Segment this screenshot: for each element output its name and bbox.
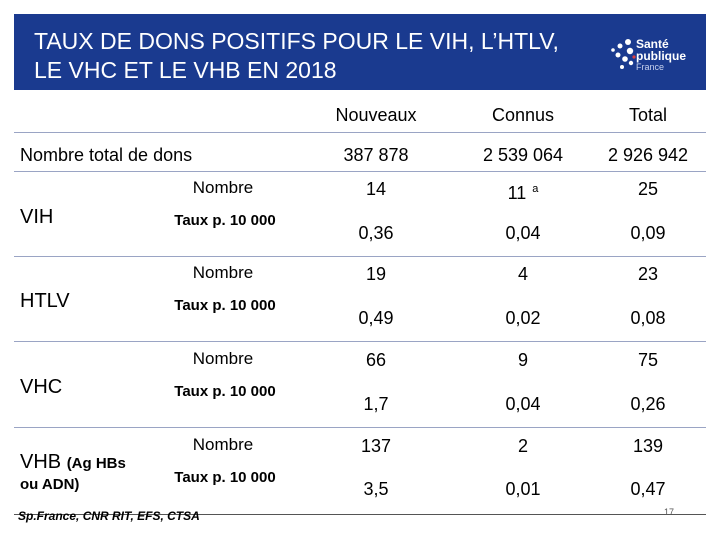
- col-header-total: Total: [628, 105, 668, 125]
- group-label-vih: VIH: [20, 206, 54, 228]
- group-separator: [14, 427, 706, 428]
- group-separator: [14, 341, 706, 342]
- table-bottom-border: [14, 514, 706, 515]
- vhc-taux-connus: 0,04: [505, 394, 541, 414]
- total-nouveaux: 387 878: [343, 145, 409, 165]
- vhc-taux-total: 0,26: [630, 394, 666, 414]
- vih-taux-nouveaux: 0,36: [358, 223, 394, 243]
- group-label-vhc: VHC: [20, 376, 63, 398]
- row-label-taux: Taux p. 10 000: [174, 383, 276, 400]
- htlv-nombre-total: 23: [637, 264, 659, 284]
- vhb-taux-connus: 0,01: [505, 479, 541, 499]
- htlv-taux-nouveaux: 0,49: [358, 308, 394, 328]
- logo-line-2: publique: [636, 49, 686, 63]
- total-connus: 2 539 064: [482, 145, 564, 165]
- vhb-taux-total: 0,47: [630, 479, 666, 499]
- vhb-name-suffix: (Ag HBs: [66, 455, 126, 472]
- vih-nombre-nouveaux: 14: [365, 179, 387, 199]
- logo-line-1: Santé: [636, 37, 669, 51]
- row-label-taux: Taux p. 10 000: [174, 469, 276, 486]
- row-label-nombre: Nombre: [192, 178, 254, 197]
- title-banner: TAUX DE DONS POSITIFS POUR LE VIH, L’HTL…: [14, 14, 706, 90]
- col-header-nouveaux: Nouveaux: [335, 105, 417, 125]
- group-label-vhb: VHB (Ag HBs: [20, 450, 126, 476]
- total-dons-label: Nombre total de dons: [20, 145, 193, 165]
- vhc-nombre-total: 75: [637, 350, 659, 370]
- sante-publique-france-logo: Santé publique France: [604, 26, 700, 78]
- row-label-taux: Taux p. 10 000: [174, 212, 276, 229]
- row-label-nombre: Nombre: [192, 435, 254, 454]
- logo-line-3: France: [636, 62, 665, 72]
- vhb-name-line2: ou ADN): [20, 476, 80, 493]
- htlv-nombre-nouveaux: 19: [365, 264, 387, 284]
- vhb-nombre-nouveaux: 137: [360, 436, 392, 456]
- slide-title: TAUX DE DONS POSITIFS POUR LE VIH, L’HTL…: [34, 28, 559, 83]
- footnote-marker: a: [532, 183, 539, 195]
- htlv-taux-total: 0,08: [630, 308, 666, 328]
- vhb-nombre-total: 139: [632, 436, 664, 456]
- vhb-taux-nouveaux: 3,5: [363, 479, 389, 499]
- vhc-nombre-nouveaux: 66: [365, 350, 387, 370]
- total-total: 2 926 942: [607, 145, 689, 165]
- vhc-nombre-connus: 9: [517, 350, 528, 370]
- vhb-nombre-connus: 2: [517, 436, 528, 456]
- logo-text: Santé publique France: [636, 38, 686, 73]
- row-label-nombre: Nombre: [192, 349, 254, 368]
- vih-nombre-connus: 11: [507, 183, 527, 203]
- vih-nombre-connus-cell: 11 a: [460, 178, 586, 204]
- col-header-connus: Connus: [491, 105, 555, 125]
- vih-nombre-total: 25: [637, 179, 659, 199]
- logo-dots-icon: [611, 39, 636, 69]
- vhb-name: VHB: [20, 451, 62, 473]
- vih-taux-total: 0,09: [630, 223, 666, 243]
- header-separator: [14, 132, 706, 133]
- source-note: Sp.France, CNR RIT, EFS, CTSA: [18, 509, 200, 523]
- vih-taux-connus: 0,04: [505, 223, 541, 243]
- group-separator: [14, 256, 706, 257]
- row-label-taux: Taux p. 10 000: [174, 297, 276, 314]
- page-number: 17: [664, 507, 675, 517]
- total-separator: [14, 171, 706, 172]
- htlv-nombre-connus: 4: [517, 264, 528, 284]
- row-label-nombre: Nombre: [192, 263, 254, 282]
- vhc-taux-nouveaux: 1,7: [363, 394, 389, 414]
- group-label-htlv: HTLV: [20, 290, 70, 312]
- htlv-taux-connus: 0,02: [505, 308, 541, 328]
